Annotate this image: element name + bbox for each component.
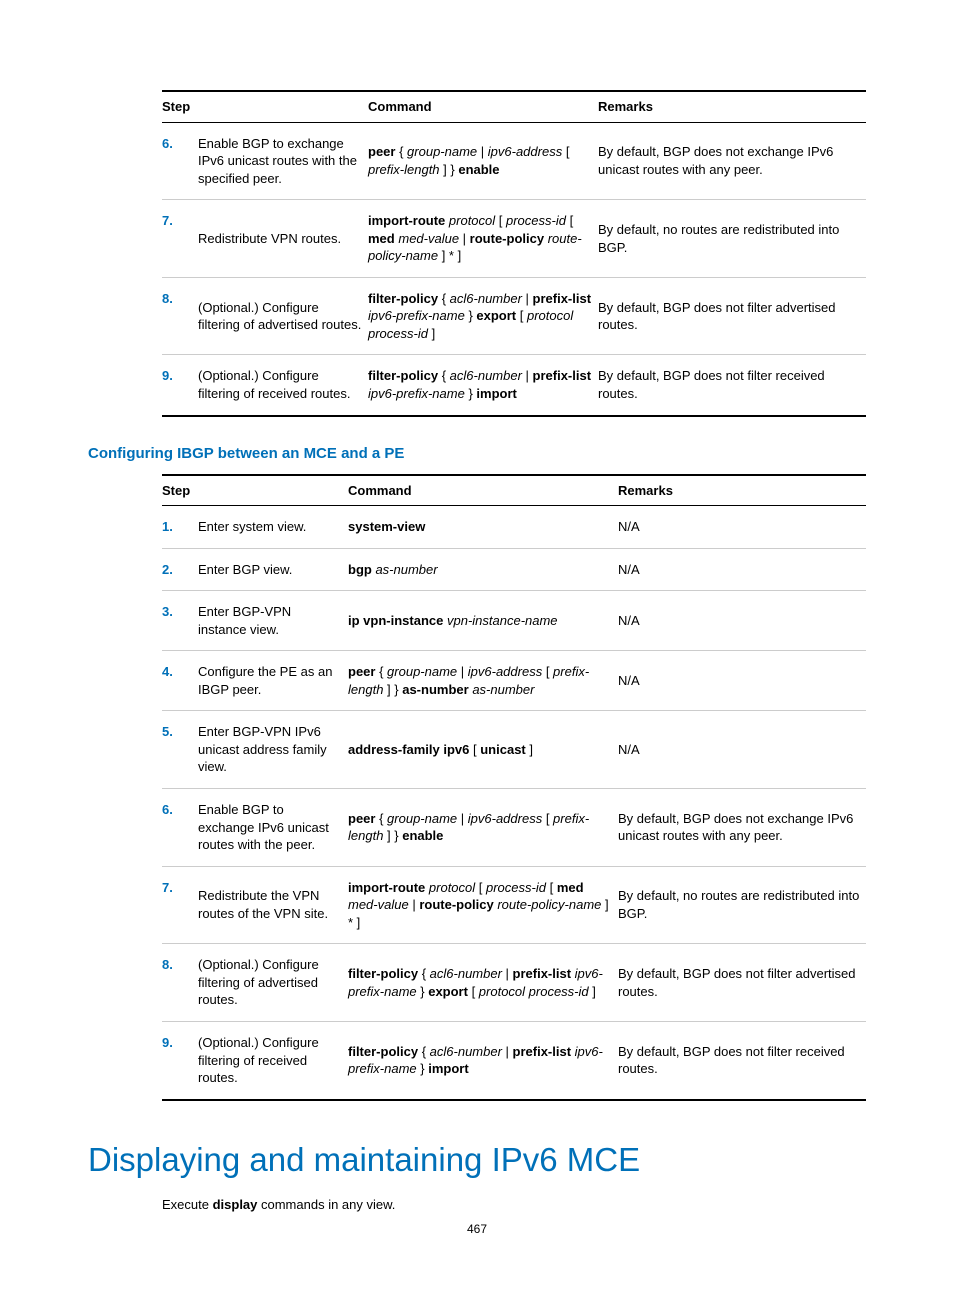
command-text: import-route protocol [ process-id [ med… — [348, 866, 618, 944]
step-text: Enable BGP to exchange IPv6 unicast rout… — [198, 789, 348, 867]
command-text: filter-policy { acl6-number | prefix-lis… — [348, 1021, 618, 1099]
th-remarks: Remarks — [598, 91, 866, 122]
remarks-text: By default, BGP does not filter received… — [618, 1021, 866, 1099]
remarks-text: N/A — [618, 711, 866, 789]
remarks-text: By default, BGP does not filter received… — [598, 355, 866, 416]
step-text: (Optional.) Configure filtering of recei… — [198, 1021, 348, 1099]
command-text: peer { group-name | ipv6-address [ prefi… — [368, 122, 598, 200]
table-row: 8.(Optional.) Configure filtering of adv… — [162, 277, 866, 355]
step-number: 7. — [162, 866, 198, 944]
table-row: 2.Enter BGP view.bgp as-numberN/A — [162, 548, 866, 591]
remarks-text: N/A — [618, 651, 866, 711]
step-text: (Optional.) Configure filtering of recei… — [198, 355, 368, 416]
table-ibgp: Step Command Remarks 1.Enter system view… — [162, 474, 866, 1101]
command-text: filter-policy { acl6-number | prefix-lis… — [368, 277, 598, 355]
th-remarks: Remarks — [618, 475, 866, 506]
step-text: Enable BGP to exchange IPv6 unicast rout… — [198, 122, 368, 200]
step-number: 9. — [162, 355, 198, 416]
table-row: 9.(Optional.) Configure filtering of rec… — [162, 355, 866, 416]
step-number: 8. — [162, 277, 198, 355]
step-text: (Optional.) Configure filtering of adver… — [198, 277, 368, 355]
step-number: 4. — [162, 651, 198, 711]
command-text: import-route protocol [ process-id [ med… — [368, 200, 598, 278]
remarks-text: N/A — [618, 506, 866, 549]
command-text: bgp as-number — [348, 548, 618, 591]
remarks-text: By default, BGP does not exchange IPv6 u… — [598, 122, 866, 200]
th-command: Command — [368, 91, 598, 122]
step-number: 6. — [162, 122, 198, 200]
step-number: 3. — [162, 591, 198, 651]
step-text: (Optional.) Configure filtering of adver… — [198, 944, 348, 1022]
table-row: 4.Configure the PE as an IBGP peer.peer … — [162, 651, 866, 711]
table-row: 1.Enter system view.system-viewN/A — [162, 506, 866, 549]
heading-ibgp: Configuring IBGP between an MCE and a PE — [88, 445, 866, 462]
page-number: 467 — [0, 1222, 954, 1236]
step-text: Redistribute the VPN routes of the VPN s… — [198, 866, 348, 944]
command-text: address-family ipv6 [ unicast ] — [348, 711, 618, 789]
step-text: Enter BGP-VPN IPv6 unicast address famil… — [198, 711, 348, 789]
th-command: Command — [348, 475, 618, 506]
table-row: 3.Enter BGP-VPN instance view.ip vpn-ins… — [162, 591, 866, 651]
step-text: Redistribute VPN routes. — [198, 200, 368, 278]
remarks-text: N/A — [618, 591, 866, 651]
command-text: filter-policy { acl6-number | prefix-lis… — [348, 944, 618, 1022]
step-number: 1. — [162, 506, 198, 549]
command-text: filter-policy { acl6-number | prefix-lis… — [368, 355, 598, 416]
step-text: Enter BGP-VPN instance view. — [198, 591, 348, 651]
command-text: ip vpn-instance vpn-instance-name — [348, 591, 618, 651]
step-text: Enter BGP view. — [198, 548, 348, 591]
step-number: 6. — [162, 789, 198, 867]
table-row: 9.(Optional.) Configure filtering of rec… — [162, 1021, 866, 1099]
step-number: 8. — [162, 944, 198, 1022]
intro-text: Execute display commands in any view. — [162, 1197, 866, 1212]
table-row: 7.Redistribute the VPN routes of the VPN… — [162, 866, 866, 944]
heading-display-maintain: Displaying and maintaining IPv6 MCE — [88, 1141, 866, 1179]
command-text: system-view — [348, 506, 618, 549]
remarks-text: By default, BGP does not filter advertis… — [598, 277, 866, 355]
remarks-text: By default, BGP does not filter advertis… — [618, 944, 866, 1022]
step-number: 9. — [162, 1021, 198, 1099]
remarks-text: N/A — [618, 548, 866, 591]
table2-body: 1.Enter system view.system-viewN/A2.Ente… — [162, 506, 866, 1100]
step-number: 7. — [162, 200, 198, 278]
step-number: 5. — [162, 711, 198, 789]
remarks-text: By default, no routes are redistributed … — [598, 200, 866, 278]
table-row: 7.Redistribute VPN routes.import-route p… — [162, 200, 866, 278]
step-text: Enter system view. — [198, 506, 348, 549]
command-text: peer { group-name | ipv6-address [ prefi… — [348, 789, 618, 867]
table-row: 6.Enable BGP to exchange IPv6 unicast ro… — [162, 122, 866, 200]
page: Step Command Remarks 6.Enable BGP to exc… — [0, 0, 954, 1296]
remarks-text: By default, BGP does not exchange IPv6 u… — [618, 789, 866, 867]
step-number: 2. — [162, 548, 198, 591]
step-text: Configure the PE as an IBGP peer. — [198, 651, 348, 711]
remarks-text: By default, no routes are redistributed … — [618, 866, 866, 944]
table-ebgp-continued: Step Command Remarks 6.Enable BGP to exc… — [162, 90, 866, 417]
table1-body: 6.Enable BGP to exchange IPv6 unicast ro… — [162, 122, 866, 416]
command-text: peer { group-name | ipv6-address [ prefi… — [348, 651, 618, 711]
table-row: 8.(Optional.) Configure filtering of adv… — [162, 944, 866, 1022]
th-step: Step — [162, 475, 348, 506]
table-row: 6.Enable BGP to exchange IPv6 unicast ro… — [162, 789, 866, 867]
th-step: Step — [162, 91, 368, 122]
table-row: 5.Enter BGP-VPN IPv6 unicast address fam… — [162, 711, 866, 789]
